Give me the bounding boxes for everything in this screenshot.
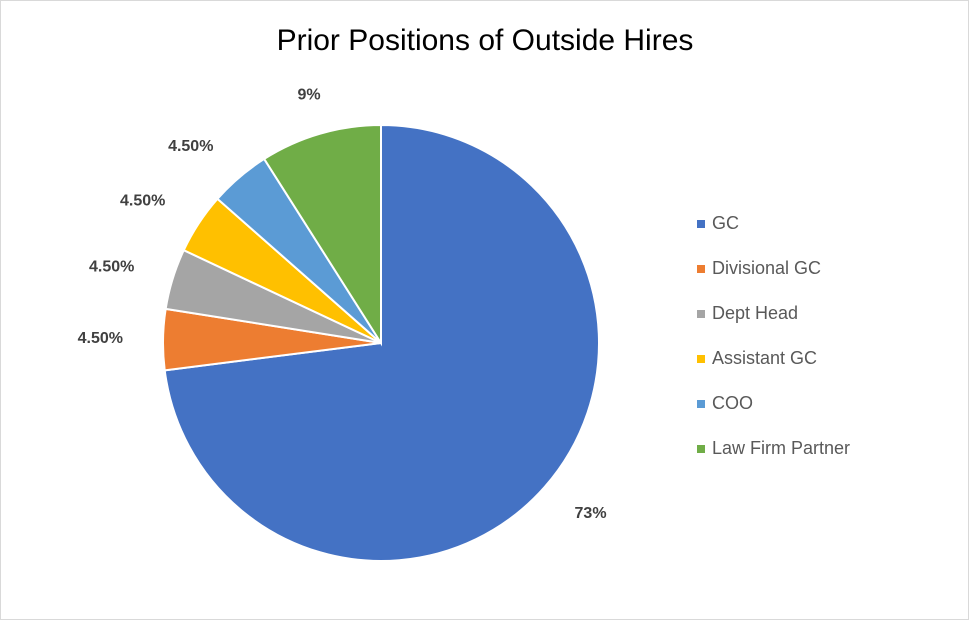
legend-label: Dept Head [712, 303, 798, 323]
legend-marker [697, 310, 705, 318]
legend-marker [697, 400, 705, 408]
data-label: 4.50% [168, 138, 213, 155]
data-label: 73% [575, 505, 607, 522]
data-label: 4.50% [78, 330, 123, 347]
pie-slice [262, 123, 382, 347]
data-label: 9% [297, 86, 320, 103]
legend-label: Divisional GC [712, 258, 821, 278]
legend-label: Assistant GC [712, 348, 817, 368]
legend-marker [697, 355, 705, 363]
legend-label: Law Firm Partner [712, 438, 850, 458]
legend-label: GC [712, 213, 739, 233]
legend-marker [697, 265, 705, 273]
legend-label: COO [712, 393, 753, 413]
legend-marker [697, 220, 705, 228]
legend-marker [697, 445, 705, 453]
data-label: 4.50% [120, 193, 165, 210]
chart-title: Prior Positions of Outside Hires [277, 24, 694, 57]
data-label: 4.50% [89, 258, 134, 275]
